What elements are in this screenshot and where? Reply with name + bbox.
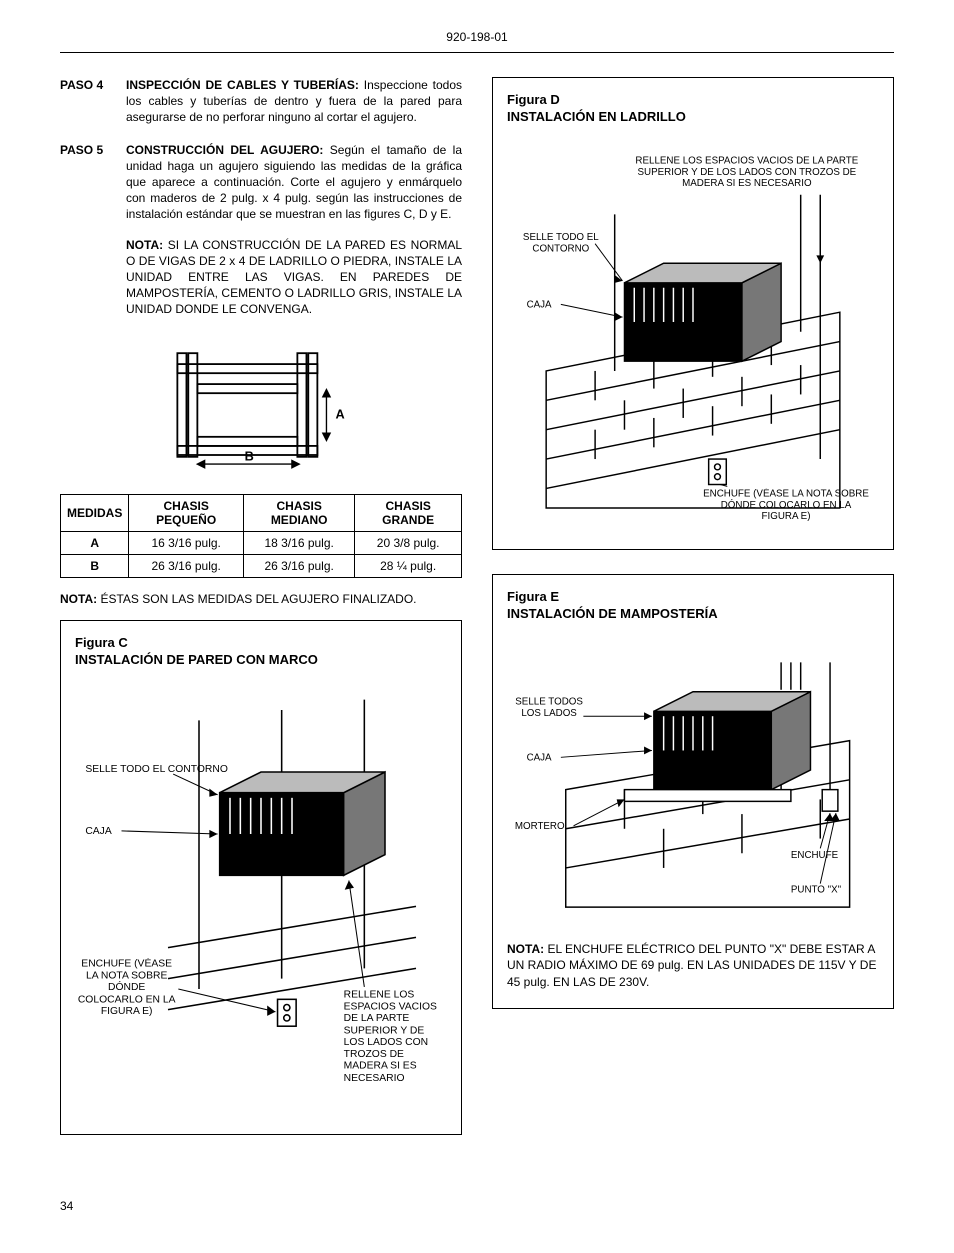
step-5: PASO 5 CONSTRUCCIÓN DEL AGUJERO: Según e… <box>60 142 462 318</box>
cell-b-gra: 28 ¼ pulg. <box>355 555 462 578</box>
measurements-table: MEDIDAS CHASIS PEQUEÑO CHASIS MEDIANO CH… <box>60 494 462 578</box>
step-5-label: PASO 5 <box>60 142 114 318</box>
cell-a-label: A <box>61 532 129 555</box>
figure-d-illustration: RELLENE LOS ESPACIOS VACIOS DE LA PARTE … <box>507 136 879 528</box>
figure-d-title: Figura D <box>507 92 879 107</box>
table-note: NOTA: ÉSTAS SON LAS MEDIDAS DEL AGUJERO … <box>60 592 462 606</box>
step-5-lead: CONSTRUCCIÓN DEL AGUJERO: <box>126 143 323 157</box>
dim-a-label: A <box>336 407 345 422</box>
fige-mortero-callout: MORTERO <box>515 820 565 831</box>
fige-enchufe-callout: ENCHUFE <box>791 850 839 861</box>
figd-rellene-callout: RELLENE LOS ESPACIOS VACIOS DE LA PARTE … <box>634 156 859 190</box>
step-5-note: NOTA: SI LA CONSTRUCCIÓN DE LA PARED ES … <box>126 237 462 318</box>
figure-c-title: Figura C <box>75 635 447 650</box>
table-note-text: ÉSTAS SON LAS MEDIDAS DEL AGUJERO FINALI… <box>97 592 416 606</box>
doc-header: 920-198-01 <box>60 30 894 53</box>
figc-rellene-callout: RELLENE LOS ESPACIOS VACIOS DE LA PARTE … <box>344 989 447 1084</box>
figd-selle-callout: SELLE TODO EL CONTORNO <box>517 232 605 255</box>
fige-caja-callout: CAJA <box>527 752 552 763</box>
table-row: B 26 3/16 pulg. 26 3/16 pulg. 28 ¼ pulg. <box>61 555 462 578</box>
step-5-body: CONSTRUCCIÓN DEL AGUJERO: Según el tamañ… <box>126 142 462 318</box>
th-pequeno: CHASIS PEQUEÑO <box>129 495 244 532</box>
doc-number: 920-198-01 <box>446 30 507 44</box>
th-medidas: MEDIDAS <box>61 495 129 532</box>
figd-enchufe-callout: ENCHUFE (VÉASE LA NOTA SOBRE DÓNDE COLOC… <box>703 488 869 522</box>
figure-e-note-lead: NOTA: <box>507 942 544 956</box>
cell-a-gra: 20 3/8 pulg. <box>355 532 462 555</box>
cell-a-peq: 16 3/16 pulg. <box>129 532 244 555</box>
figure-c-illustration: SELLE TODO EL CONTORNO CAJA ENCHUFE (VÉA… <box>75 679 447 1113</box>
step-4-label: PASO 4 <box>60 77 114 126</box>
step-4-body: INSPECCIÓN DE CABLES Y TUBERÍAS: Inspecc… <box>126 77 462 126</box>
figc-caja-callout: CAJA <box>85 826 112 837</box>
figure-e-note: NOTA: EL ENCHUFE ELÉCTRICO DEL PUNTO "X"… <box>507 941 879 990</box>
figure-e-subtitle: INSTALACIÓN DE MAMPOSTERÍA <box>507 606 879 621</box>
th-grande: CHASIS GRANDE <box>355 495 462 532</box>
step-4-lead: INSPECCIÓN DE CABLES Y TUBERÍAS: <box>126 78 359 92</box>
figure-e-title: Figura E <box>507 589 879 604</box>
left-column: PASO 4 INSPECCIÓN DE CABLES Y TUBERÍAS: … <box>60 77 462 1159</box>
page-number: 34 <box>60 1199 894 1213</box>
figure-d-subtitle: INSTALACIÓN EN LADRILLO <box>507 109 879 124</box>
figc-enchufe-callout: ENCHUFE (VÉASE LA NOTA SOBRE DÓNDE COLOC… <box>75 958 178 1017</box>
table-header-row: MEDIDAS CHASIS PEQUEÑO CHASIS MEDIANO CH… <box>61 495 462 532</box>
right-column: Figura D INSTALACIÓN EN LADRILLO <box>492 77 894 1159</box>
cell-b-med: 26 3/16 pulg. <box>244 555 355 578</box>
figure-d: Figura D INSTALACIÓN EN LADRILLO <box>492 77 894 550</box>
cell-a-med: 18 3/16 pulg. <box>244 532 355 555</box>
step-5-note-lead: NOTA: <box>126 238 163 252</box>
th-mediano: CHASIS MEDIANO <box>244 495 355 532</box>
dim-b-label: B <box>245 449 254 464</box>
figure-c-subtitle: INSTALACIÓN DE PARED CON MARCO <box>75 652 447 667</box>
figure-e: Figura E INSTALACIÓN DE MAMPOSTERÍA <box>492 574 894 1009</box>
table-note-lead: NOTA: <box>60 592 97 606</box>
step-4: PASO 4 INSPECCIÓN DE CABLES Y TUBERÍAS: … <box>60 77 462 126</box>
figd-caja-callout: CAJA <box>527 299 552 310</box>
cell-b-peq: 26 3/16 pulg. <box>129 555 244 578</box>
figc-selle-callout: SELLE TODO EL CONTORNO <box>85 764 228 775</box>
dimension-diagram: A B <box>60 335 462 478</box>
figure-e-note-text: EL ENCHUFE ELÉCTRICO DEL PUNTO "X" DEBE … <box>507 942 876 988</box>
cell-b-label: B <box>61 555 129 578</box>
figure-c: Figura C INSTALACIÓN DE PARED CON MARCO <box>60 620 462 1135</box>
step-5-note-text: SI LA CONSTRUCCIÓN DE LA PARED ES NORMAL… <box>126 238 462 317</box>
fige-selle-callout: SELLE TODOS LOS LADOS <box>515 696 584 719</box>
figure-e-illustration: SELLE TODOS LOS LADOS CAJA MORTERO ENCHU… <box>507 633 879 927</box>
table-row: A 16 3/16 pulg. 18 3/16 pulg. 20 3/8 pul… <box>61 532 462 555</box>
fige-punto-callout: PUNTO "X" <box>791 884 842 895</box>
